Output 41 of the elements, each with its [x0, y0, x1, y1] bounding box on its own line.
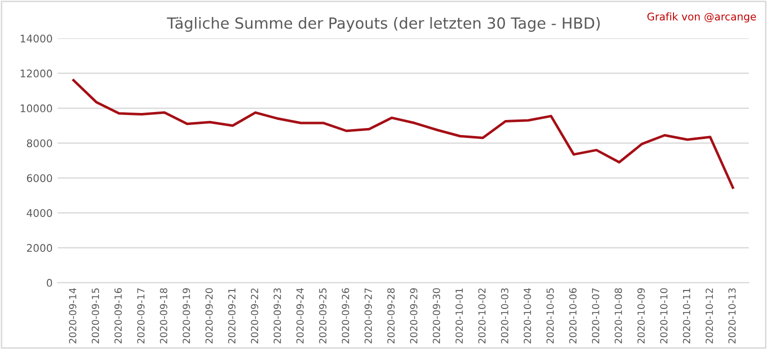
- x-tick-label: 2020-10-04: [524, 288, 532, 344]
- x-tick-label: 2020-10-02: [478, 288, 486, 344]
- x-tick-label: 2020-09-27: [364, 288, 372, 344]
- text: Grafik von @arcange: [647, 12, 756, 22]
- y-tick-label: 8000: [26, 139, 52, 148]
- x-tick-label: 2020-10-12: [706, 288, 713, 344]
- x-tick-label: 2020-10-08: [614, 288, 622, 344]
- x-tick-label: 2020-09-20: [205, 288, 213, 344]
- x-tick-label: 2020-10-09: [637, 288, 645, 344]
- x-tick-label: 2020-09-30: [432, 288, 440, 344]
- x-tick-label: 2020-10-03: [500, 288, 508, 344]
- y-tick-label: 6000: [26, 174, 52, 182]
- y-tick-label: 2000: [26, 244, 52, 252]
- x-tick-label: 2020-09-22: [250, 288, 258, 344]
- x-tick-label: 2020-10-01: [456, 288, 463, 344]
- x-tick-label: 2020-09-21: [228, 288, 236, 344]
- x-tick-label: 2020-09-28: [387, 288, 395, 344]
- x-tick-label: 2020-10-10: [660, 288, 668, 344]
- x-tick-label: 2020-09-17: [137, 288, 145, 344]
- y-tick-label: 12000: [20, 70, 52, 78]
- y-tick-label: 4000: [26, 209, 52, 217]
- x-tick-label: 2020-09-26: [342, 288, 350, 344]
- x-tick-label: 2020-09-16: [114, 288, 122, 344]
- x-tick-label: 2020-10-06: [569, 288, 577, 344]
- x-tick-label: 2020-10-07: [592, 288, 600, 344]
- y-tick-label: 14000: [20, 34, 52, 42]
- x-tick-label: 2020-09-29: [410, 288, 418, 344]
- line-series: [72, 79, 734, 189]
- x-tick-label: 2020-10-11: [682, 288, 690, 344]
- x-tick-label: 2020-09-19: [182, 288, 190, 344]
- x-tick-label: 2020-09-25: [319, 288, 326, 344]
- x-tick-label: 2020-10-05: [546, 288, 554, 344]
- x-tick-label: 2020-09-24: [296, 288, 304, 344]
- chart-title: Tägliche Summe der Payouts (der letzten 30 Tage - HBD): [166, 17, 600, 32]
- x-tick-label: 2020-10-13: [728, 288, 736, 344]
- y-tick-label: 0: [46, 278, 52, 287]
- x-tick-label: 2020-09-14: [68, 288, 76, 344]
- x-tick-label: 2020-09-15: [92, 288, 100, 344]
- x-tick-label: 2020-09-18: [160, 288, 168, 344]
- x-tick-label: 2020-09-23: [274, 288, 281, 344]
- y-tick-label: 10000: [20, 104, 52, 112]
